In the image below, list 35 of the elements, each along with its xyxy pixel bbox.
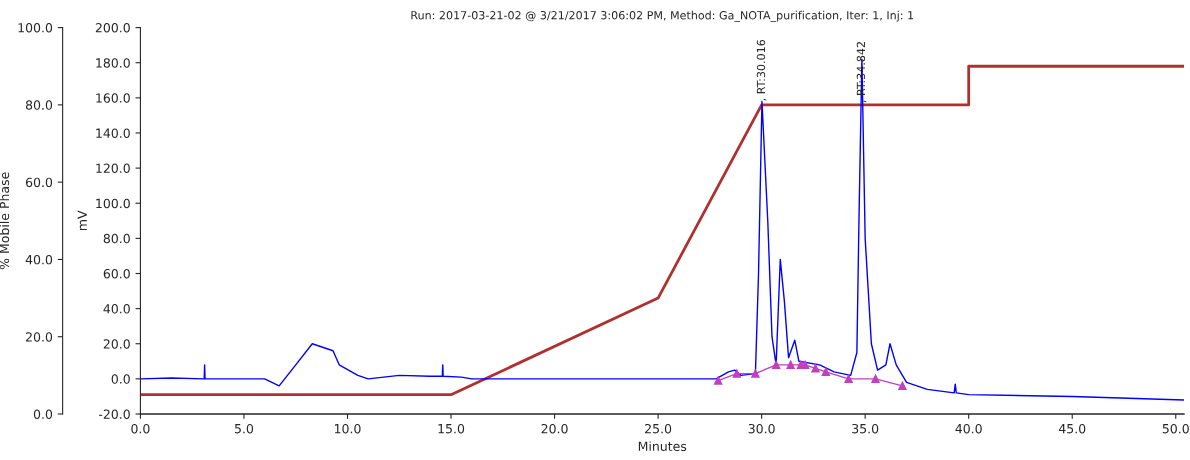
chart-title: Run: 2017-03-21-02 @ 3/21/2017 3:06:02 PM, Method: Ga_NOTA_purification, Iter: 1, Inj: 1 bbox=[411, 10, 914, 22]
y-tick-label: 100.0 bbox=[96, 198, 130, 209]
y2-tick-label: 40.0 bbox=[25, 254, 53, 265]
y2-axis-title: % Mobile Phase bbox=[0, 172, 10, 270]
y2-tick-label: 100.0 bbox=[18, 23, 53, 33]
y-tick-label: 200.0 bbox=[95, 23, 130, 33]
annotation: , RT:30.016 bbox=[756, 39, 767, 101]
x-tick-label: 20.0 bbox=[541, 423, 568, 434]
y2-tick-label: 60.0 bbox=[25, 177, 53, 188]
x-tick-label: 15.0 bbox=[438, 423, 465, 434]
x-axis-title: Minutes bbox=[638, 441, 687, 452]
y2-tick-label: 80.0 bbox=[25, 100, 53, 110]
y2-tick-label: 0.0 bbox=[33, 409, 53, 419]
annotation: , RT:34.842 bbox=[856, 42, 867, 103]
x-tick-label: 5.0 bbox=[234, 423, 254, 434]
x-tick-label: 45.0 bbox=[1058, 423, 1086, 434]
x-tick-label: 30.0 bbox=[748, 423, 775, 434]
y-tick-label: 180.0 bbox=[96, 58, 130, 68]
y-tick-label: 80.0 bbox=[103, 233, 130, 244]
y-tick-label: 20.0 bbox=[103, 339, 130, 349]
x-tick-label: 10.0 bbox=[334, 423, 361, 434]
y-tick-label: 0.0 bbox=[111, 374, 130, 384]
y-tick-label: -20.0 bbox=[98, 409, 130, 419]
x-tick-label: 35.0 bbox=[852, 423, 879, 434]
x-tick-label: 50.0 bbox=[1162, 423, 1189, 434]
y-axis-title: mV bbox=[77, 210, 87, 231]
y-tick-label: 160.0 bbox=[96, 93, 130, 103]
y-tick-label: 60.0 bbox=[103, 268, 130, 279]
x-tick-label: 25.0 bbox=[645, 423, 672, 434]
y-tick-label: 140.0 bbox=[96, 128, 130, 138]
x-tick-label: 40.0 bbox=[955, 423, 982, 434]
y-tick-label: 120.0 bbox=[96, 163, 130, 174]
y2-tick-label: 20.0 bbox=[26, 332, 53, 342]
y-tick-label: 40.0 bbox=[103, 304, 130, 314]
x-tick-label: 0.0 bbox=[131, 423, 150, 434]
